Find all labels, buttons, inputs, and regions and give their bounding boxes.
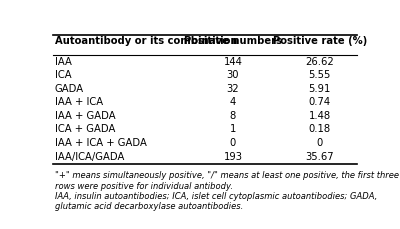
Text: Autoantibody or its combination: Autoantibody or its combination (55, 36, 237, 46)
Text: 8: 8 (230, 111, 236, 121)
Text: IAA + ICA + GADA: IAA + ICA + GADA (55, 138, 146, 148)
Text: 0.74: 0.74 (309, 97, 331, 107)
Text: 1: 1 (230, 125, 236, 134)
Text: 32: 32 (226, 84, 239, 94)
Text: 5.55: 5.55 (308, 70, 331, 80)
Text: 4: 4 (230, 97, 236, 107)
Text: 35.67: 35.67 (305, 152, 334, 162)
Text: IAA + ICA: IAA + ICA (55, 97, 103, 107)
Text: 30: 30 (227, 70, 239, 80)
Text: IAA, insulin autoantibodies; ICA, islet cell cytoplasmic autoantibodies; GADA, g: IAA, insulin autoantibodies; ICA, islet … (55, 192, 377, 211)
Text: Positive rate (%): Positive rate (%) (272, 36, 367, 46)
Text: 1.48: 1.48 (309, 111, 331, 121)
Text: Positive numbers: Positive numbers (184, 36, 282, 46)
Text: IAA + GADA: IAA + GADA (55, 111, 115, 121)
Text: IAA/ICA/GADA: IAA/ICA/GADA (55, 152, 124, 162)
Text: 0: 0 (230, 138, 236, 148)
Text: 5.91: 5.91 (308, 84, 331, 94)
Text: 193: 193 (224, 152, 242, 162)
Text: ICA + GADA: ICA + GADA (55, 125, 115, 134)
Text: 0.18: 0.18 (309, 125, 331, 134)
Text: "+" means simultaneously positive, "/" means at least one positive, the first th: "+" means simultaneously positive, "/" m… (55, 171, 399, 191)
Text: 0: 0 (316, 138, 323, 148)
Text: ICA: ICA (55, 70, 71, 80)
Text: IAA: IAA (55, 57, 72, 67)
Text: 26.62: 26.62 (305, 57, 334, 67)
Text: GADA: GADA (55, 84, 84, 94)
Text: 144: 144 (224, 57, 242, 67)
